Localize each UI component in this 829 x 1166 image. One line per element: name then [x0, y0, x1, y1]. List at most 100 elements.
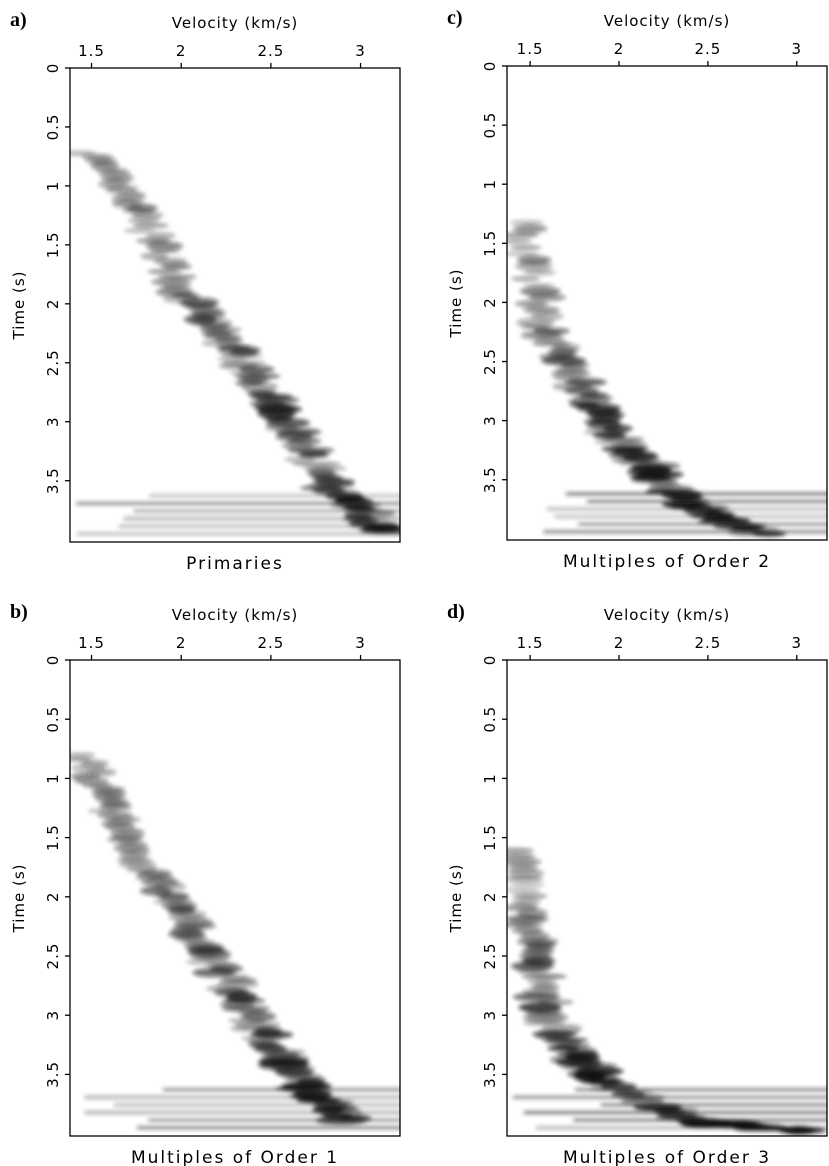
semblance-blob: [298, 451, 330, 458]
semblance-blob: [145, 231, 176, 240]
y-tick-label: 3.5: [481, 1061, 499, 1088]
x-tick-label: 1.5: [78, 634, 105, 652]
y-tick-label: 2.5: [481, 348, 499, 375]
semblance-streak: [543, 530, 827, 534]
x-tick-label: 2.5: [694, 40, 721, 58]
panel: 1.5 2 2.5 3 0 0.5 1 1.5 2 2.5 3 3.5 Velocity (km/s) T…: [447, 7, 828, 572]
y-tick-label: 0.5: [44, 706, 62, 733]
semblance-blob: [160, 263, 192, 270]
semblance-blob: [287, 447, 335, 454]
x-tick-label: 3: [355, 42, 366, 60]
semblance-blob: [512, 224, 548, 233]
y-tick-label: 2: [44, 299, 62, 310]
y-tick-label: 2: [481, 892, 499, 903]
semblance-blob: [192, 955, 232, 961]
panel: 1.5 2 2.5 3 0 0.5 1 1.5 2 2.5 3 3.5 Velocity (km/s) T…: [10, 9, 401, 574]
semblance-image: [507, 848, 827, 1135]
semblance-blob: [520, 324, 552, 329]
semblance-streak: [76, 502, 400, 505]
panel-label: c): [447, 7, 463, 29]
semblance-blob: [70, 752, 96, 758]
x-axis-label: Velocity (km/s): [604, 12, 730, 30]
plot-frame: [506, 659, 828, 1137]
semblance-blob: [509, 244, 542, 250]
y-tick-label: 1: [481, 773, 499, 784]
x-axis-label: Velocity (km/s): [604, 606, 730, 624]
y-tick-label: 3: [481, 1010, 499, 1021]
y-tick-label: 0: [44, 655, 62, 666]
panel: 1.5 2 2.5 3 0 0.5 1 1.5 2 2.5 3 3.5 Velocity (km/s) T…: [10, 601, 401, 1166]
semblance-blob: [517, 968, 550, 974]
caption: Primaries: [186, 554, 284, 574]
semblance-image: [507, 220, 827, 537]
semblance-streak: [575, 1088, 827, 1091]
y-tick-label: 3: [44, 1010, 62, 1021]
semblance-blob: [149, 249, 181, 254]
semblance-streak: [118, 524, 400, 528]
y-tick-label: 3.5: [44, 1061, 62, 1088]
semblance-blob: [524, 942, 556, 950]
semblance-blob: [507, 888, 541, 893]
y-tick-label: 1.5: [481, 824, 499, 851]
plot-frame: [69, 67, 401, 543]
x-axis-label: Velocity (km/s): [172, 606, 298, 624]
y-axis-label: Time (s): [10, 271, 28, 341]
y-tick-label: 1.5: [481, 230, 499, 257]
semblance-blob: [519, 286, 561, 296]
x-tick-label: 2: [614, 634, 625, 652]
semblance-blob: [527, 979, 557, 984]
semblance-streak: [573, 1118, 827, 1122]
semblance-streak: [148, 1118, 400, 1122]
semblance-blob: [521, 974, 567, 979]
caption: Multiples of Order 1: [131, 1148, 339, 1166]
semblance-blob: [147, 269, 182, 274]
semblance-blob: [507, 915, 549, 923]
semblance-blob: [602, 436, 645, 441]
x-tick-label: 3: [792, 40, 803, 58]
x-tick-label: 2.5: [694, 634, 721, 652]
semblance-blob: [507, 853, 536, 860]
panel-label: d): [447, 601, 465, 623]
y-tick-label: 0.5: [481, 706, 499, 733]
plot-frame: [69, 659, 401, 1137]
caption: Multiples of Order 3: [563, 1148, 771, 1166]
semblance-blob: [123, 228, 156, 234]
y-tick-label: 0: [481, 655, 499, 666]
semblance-streak: [513, 1096, 827, 1099]
y-tick-label: 0: [481, 61, 499, 72]
y-tick-label: 2.5: [44, 349, 62, 376]
semblance-streak: [566, 492, 827, 496]
semblance-blob: [507, 876, 544, 882]
panel: 1.5 2 2.5 3 0 0.5 1 1.5 2 2.5 3 3.5 Velocity (km/s) T…: [447, 601, 828, 1166]
x-tick-label: 2: [176, 634, 187, 652]
semblance-streak: [84, 1096, 400, 1099]
semblance-streak: [76, 532, 400, 536]
semblance-blob: [132, 223, 169, 228]
semblance-blob: [510, 961, 554, 972]
y-tick-label: 1.5: [44, 231, 62, 258]
semblance-blob: [240, 1034, 285, 1042]
semblance-blob: [151, 278, 192, 286]
y-tick-label: 0.5: [481, 112, 499, 139]
semblance-blob: [153, 257, 188, 266]
semblance-blob: [157, 274, 198, 279]
semblance-blob: [507, 251, 539, 257]
x-tick-label: 2.5: [257, 634, 284, 652]
semblance-blob: [527, 293, 566, 302]
semblance-blob: [510, 276, 541, 281]
semblance-blob: [512, 898, 541, 906]
semblance-blob: [507, 868, 545, 878]
semblance-blob: [291, 461, 341, 467]
y-axis-label: Time (s): [10, 864, 28, 934]
y-tick-label: 1.5: [44, 824, 62, 851]
y-tick-label: 2.5: [481, 943, 499, 970]
semblance-streak: [149, 494, 400, 498]
semblance-image: [70, 150, 400, 536]
caption: Multiples of Order 2: [563, 552, 771, 572]
semblance-blob: [507, 231, 539, 239]
x-tick-label: 3: [355, 634, 366, 652]
y-tick-label: 2: [44, 892, 62, 903]
semblance-blob: [508, 882, 546, 887]
semblance-streak: [114, 1103, 400, 1107]
